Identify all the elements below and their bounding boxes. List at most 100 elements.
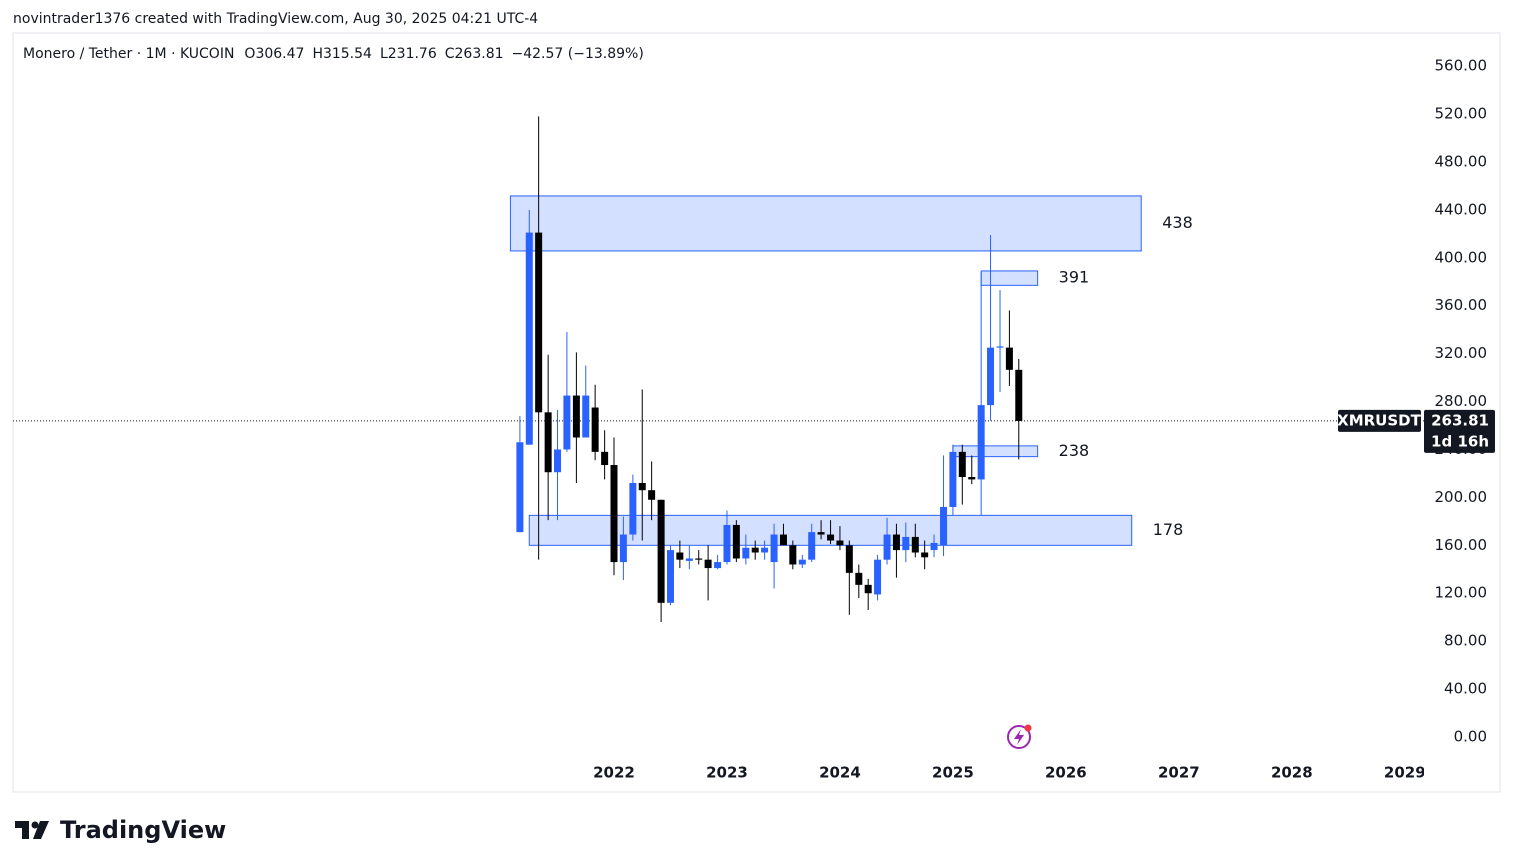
- zone-label: 391: [1059, 268, 1090, 287]
- candle-body: [601, 451, 609, 466]
- y-tick-label: 520.00: [1435, 104, 1488, 122]
- candle-body: [1005, 347, 1013, 370]
- candle-body: [572, 395, 580, 438]
- y-tick-label: 40.00: [1444, 680, 1487, 698]
- candle-body: [619, 534, 627, 563]
- symbol-badge: [1338, 409, 1421, 432]
- legend-value: H315.54: [312, 46, 372, 62]
- candle-body: [1015, 369, 1023, 421]
- x-tick-label: 2026: [1045, 764, 1087, 782]
- y-tick-label: 360.00: [1435, 296, 1488, 314]
- x-tick-label: 2029: [1384, 764, 1426, 782]
- y-tick-label: 0.00: [1454, 728, 1487, 746]
- candle-body: [808, 532, 816, 560]
- candle-body: [977, 405, 985, 480]
- candle-body: [798, 559, 806, 565]
- candle-body: [864, 584, 872, 594]
- candle-body: [836, 540, 844, 546]
- candle-body: [676, 552, 684, 560]
- candle-body: [610, 465, 618, 563]
- candle-body: [883, 534, 891, 560]
- candle-body: [742, 547, 750, 559]
- y-tick-label: 280.00: [1435, 392, 1488, 410]
- candle-body: [629, 483, 637, 535]
- y-tick-label: 200.00: [1435, 488, 1488, 506]
- candle-body: [902, 536, 910, 551]
- tv-logo: [15, 821, 49, 839]
- candle-body: [968, 477, 976, 480]
- zone-label: 438: [1162, 213, 1193, 232]
- candle-body: [554, 449, 562, 473]
- header: novintrader1376 created with TradingView…: [13, 11, 538, 27]
- candle-body: [987, 347, 995, 406]
- candle-body: [704, 559, 712, 569]
- candle-body: [817, 532, 825, 535]
- price-label: 263.81: [1431, 411, 1489, 429]
- candle-body: [535, 232, 543, 413]
- candle-body: [732, 524, 740, 559]
- y-tick-label: 320.00: [1435, 344, 1488, 362]
- candle-body: [657, 499, 665, 603]
- candle-body: [761, 547, 769, 553]
- zone: [980, 270, 1039, 286]
- candle-body: [525, 232, 533, 445]
- price-badge: [1424, 409, 1495, 453]
- candle-body: [695, 558, 703, 560]
- legend-value: −42.57 (−13.89%): [512, 46, 644, 62]
- candle-body: [996, 346, 1004, 348]
- brand: TradingView: [60, 816, 226, 844]
- legend-value: C263.81: [445, 46, 504, 62]
- y-tick-label: 120.00: [1435, 584, 1488, 602]
- legend-value: L231.76: [380, 46, 437, 62]
- candle-body: [940, 506, 948, 546]
- candle-body: [714, 562, 722, 569]
- x-tick-label: 2024: [819, 764, 861, 782]
- zone: [509, 195, 1142, 252]
- x-tick-label: 2028: [1271, 764, 1313, 782]
- candle-body: [874, 559, 882, 595]
- candle-body: [921, 552, 929, 558]
- candle-body: [544, 412, 552, 473]
- y-tick-label: 560.00: [1435, 57, 1488, 75]
- countdown: 1d 16h: [1431, 432, 1489, 450]
- candle-body: [779, 534, 787, 546]
- y-tick-label: 440.00: [1435, 200, 1488, 218]
- y-tick-label: 400.00: [1435, 248, 1488, 266]
- x-tick-label: 2025: [932, 764, 974, 782]
- candle-body: [638, 483, 646, 491]
- zone-label: 178: [1153, 520, 1184, 539]
- candle-body: [563, 395, 571, 450]
- candle-body: [770, 534, 778, 563]
- chart-frame: [12, 32, 1501, 793]
- lightning-icon: [1007, 724, 1032, 749]
- candle-body: [666, 550, 674, 603]
- candle-body: [723, 524, 731, 563]
- candle-body: [582, 395, 590, 438]
- candle-body: [958, 451, 966, 478]
- candle-body: [685, 558, 693, 561]
- candle-body: [648, 490, 656, 500]
- zone-label: 238: [1059, 441, 1090, 460]
- y-tick-label: 160.00: [1435, 536, 1488, 554]
- x-tick-label: 2023: [706, 764, 748, 782]
- candle-body: [930, 542, 938, 551]
- y-tick-label: 480.00: [1435, 152, 1488, 170]
- candle-body: [827, 534, 835, 541]
- y-tick-label: 80.00: [1444, 632, 1487, 650]
- candle-body: [751, 547, 759, 553]
- legend-value: O306.47: [244, 46, 304, 62]
- candle-body: [892, 534, 900, 551]
- candle-body: [516, 442, 524, 533]
- candle-body: [911, 536, 919, 553]
- candle-body: [855, 572, 863, 585]
- symbol-label: XMRUSDT: [1337, 411, 1421, 429]
- candle-body: [789, 545, 797, 565]
- candle-body: [591, 407, 599, 452]
- x-tick-label: 2022: [593, 764, 635, 782]
- candle-body: [845, 545, 853, 573]
- x-tick-label: 2027: [1158, 764, 1200, 782]
- candle-body: [949, 451, 957, 507]
- legend: Monero / Tether · 1M · KUCOIN: [23, 46, 234, 62]
